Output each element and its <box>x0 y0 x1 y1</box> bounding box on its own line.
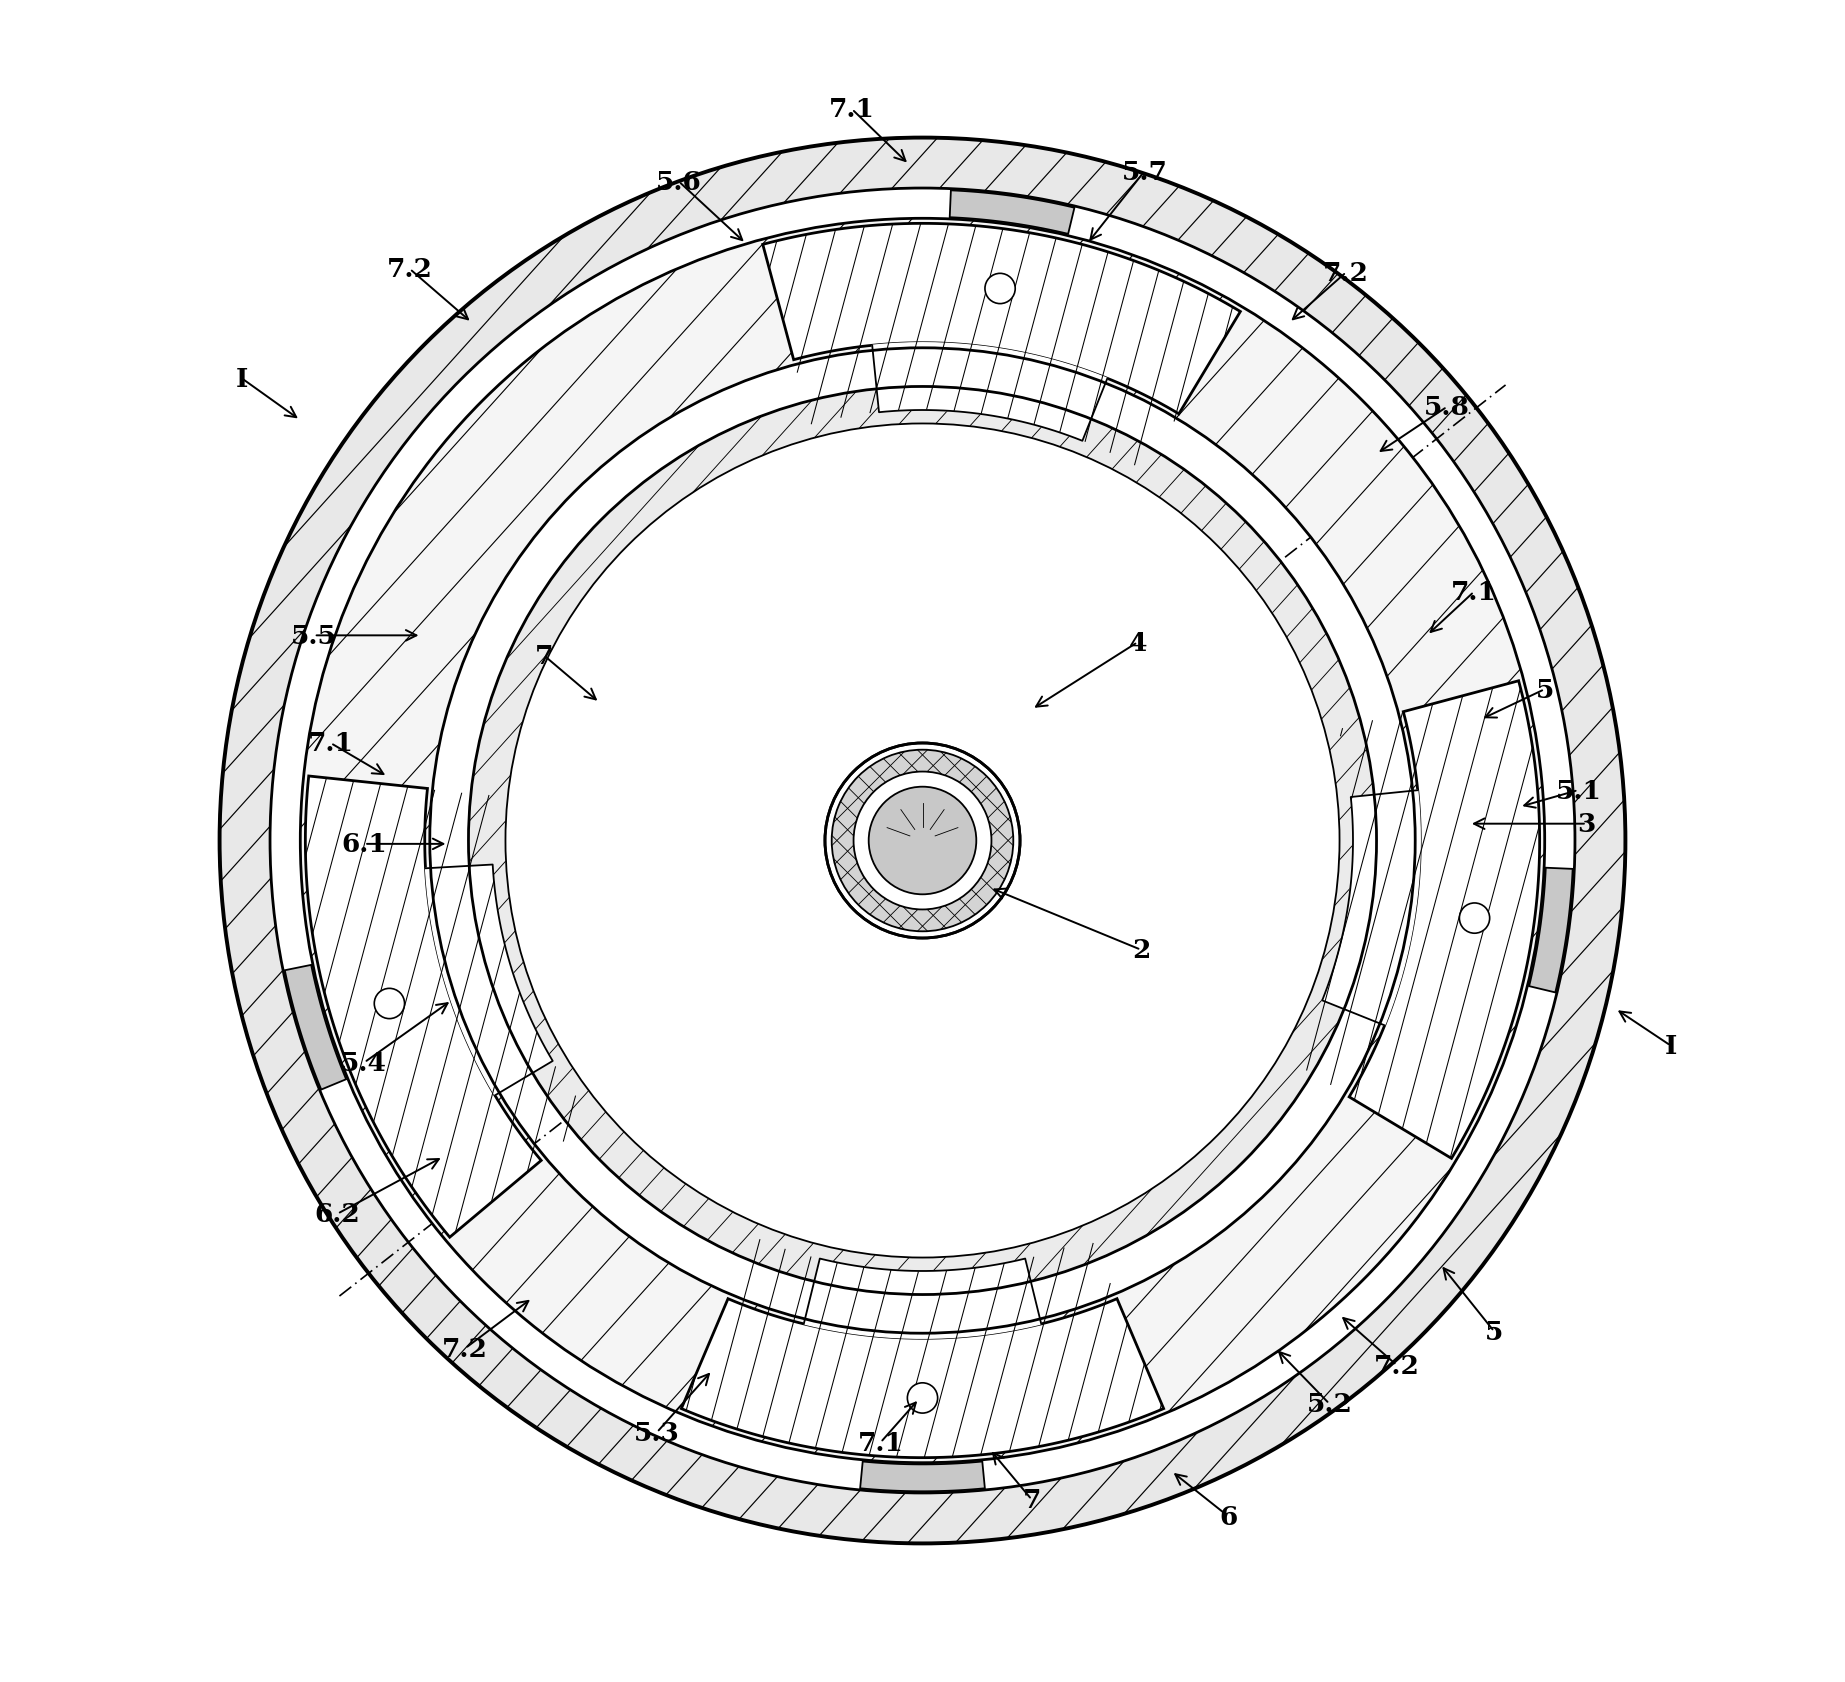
Text: 5: 5 <box>1485 1319 1504 1344</box>
Polygon shape <box>1323 791 1421 1026</box>
Polygon shape <box>1530 868 1572 992</box>
Text: 7.2: 7.2 <box>1323 261 1369 286</box>
Circle shape <box>825 743 1020 939</box>
Text: 6.1: 6.1 <box>341 833 387 856</box>
Text: 5.5: 5.5 <box>292 624 336 649</box>
Text: 7.1: 7.1 <box>308 732 354 755</box>
Text: 5.1: 5.1 <box>1555 779 1601 802</box>
Polygon shape <box>284 965 347 1090</box>
Text: 7.1: 7.1 <box>828 98 875 123</box>
Text: 6.2: 6.2 <box>314 1201 360 1226</box>
Text: 7: 7 <box>535 644 554 669</box>
Polygon shape <box>860 1462 985 1492</box>
Polygon shape <box>1349 681 1539 1159</box>
Circle shape <box>985 274 1015 304</box>
Polygon shape <box>950 192 1074 235</box>
Text: 7.1: 7.1 <box>858 1430 904 1455</box>
Text: 7.2: 7.2 <box>443 1336 489 1361</box>
Text: 7.2: 7.2 <box>387 257 432 283</box>
Circle shape <box>869 787 976 895</box>
Text: I: I <box>236 367 247 392</box>
Text: 5.8: 5.8 <box>1424 395 1470 420</box>
Circle shape <box>506 424 1339 1258</box>
Text: 5.3: 5.3 <box>635 1420 679 1445</box>
Circle shape <box>375 989 404 1019</box>
Text: 5.4: 5.4 <box>341 1050 387 1075</box>
Text: 5.7: 5.7 <box>1122 160 1168 185</box>
Text: 7.2: 7.2 <box>1375 1352 1419 1378</box>
Polygon shape <box>306 777 541 1238</box>
Circle shape <box>908 1383 937 1413</box>
Polygon shape <box>804 1258 1041 1339</box>
Polygon shape <box>681 1299 1164 1458</box>
Text: 7.1: 7.1 <box>1452 580 1496 606</box>
Text: 6: 6 <box>1220 1504 1238 1529</box>
Polygon shape <box>426 865 554 1095</box>
Text: 3: 3 <box>1577 812 1596 836</box>
Circle shape <box>1459 903 1489 934</box>
Polygon shape <box>873 343 1107 442</box>
Text: 4: 4 <box>1129 631 1148 656</box>
Text: 5: 5 <box>1535 678 1553 703</box>
Text: 5.2: 5.2 <box>1306 1391 1352 1416</box>
Polygon shape <box>762 224 1240 414</box>
Text: I: I <box>1664 1033 1677 1058</box>
Text: 7: 7 <box>1022 1487 1041 1512</box>
Text: 2: 2 <box>1133 939 1149 962</box>
Text: 5.6: 5.6 <box>655 170 701 195</box>
